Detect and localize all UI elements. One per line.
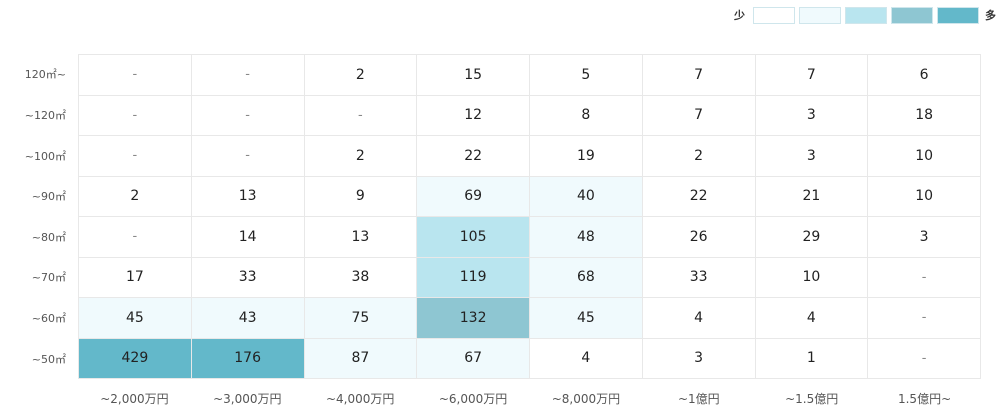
heatmap-cell: 33 (191, 257, 305, 298)
heatmap-cell: 3 (868, 217, 981, 258)
heatmap-cell: 429 (79, 338, 192, 379)
heatmap-cell: - (79, 217, 192, 258)
heatmap-cell: 12 (417, 95, 530, 136)
heatmap-cell: 2 (304, 136, 418, 177)
heatmap-cell: 5 (530, 55, 643, 96)
heatmap-cell: 21 (755, 176, 869, 217)
x-tick-label: ~6,000万円 (438, 391, 508, 406)
legend-low-label: 少 (734, 9, 745, 22)
heatmap-cell: 10 (755, 257, 869, 298)
legend-swatch-4 (891, 6, 933, 24)
heatmap-cell: 105 (417, 217, 530, 258)
y-tick-label: ~60㎡ (31, 312, 66, 326)
x-tick-label: ~1.5億円 (785, 391, 839, 406)
heatmap-cell: 10 (868, 136, 981, 177)
heatmap-cell: 40 (530, 176, 643, 217)
heatmap-cell: 48 (530, 217, 643, 258)
heatmap-cell: 33 (642, 257, 756, 298)
heatmap-cell: - (79, 55, 192, 96)
heatmap-cell: 29 (755, 217, 869, 258)
heatmap-cell: 75 (304, 298, 418, 339)
heatmap-cell: 2 (304, 55, 418, 96)
heatmap-cell: 8 (530, 95, 643, 136)
heatmap-cell: 26 (642, 217, 756, 258)
heatmap-cell: 7 (642, 95, 756, 136)
heatmap-cell: - (79, 136, 192, 177)
heatmap-cell: 69 (417, 176, 530, 217)
y-tick-label: ~120㎡ (24, 108, 66, 122)
x-tick-label: ~4,000万円 (325, 391, 395, 406)
heatmap-cell: 67 (417, 338, 530, 379)
y-tick-label: ~80㎡ (31, 230, 66, 244)
y-tick-label: ~90㎡ (31, 190, 66, 204)
heatmap-cell: - (191, 95, 305, 136)
heatmap-cell: 2 (642, 136, 756, 177)
heatmap-cell: 176 (191, 338, 305, 379)
heatmap-cell: 17 (79, 257, 192, 298)
x-tick-label: ~2,000万円 (100, 391, 169, 406)
x-tick-label: ~1億円 (677, 391, 720, 406)
heatmap-cell: 38 (304, 257, 418, 298)
y-tick-label: ~70㎡ (31, 271, 66, 285)
x-tick-label: ~3,000万円 (213, 391, 282, 406)
heatmap-cell: 87 (304, 338, 418, 379)
heatmap-cell: 13 (304, 217, 418, 258)
x-tick-label: 1.5億円~ (897, 391, 952, 406)
legend-swatch-5 (937, 6, 979, 24)
heatmap-cell: 14 (191, 217, 305, 258)
heatmap-cell: 19 (530, 136, 643, 177)
y-tick-label: ~100㎡ (24, 149, 66, 163)
heatmap-cell: 132 (417, 298, 530, 339)
heatmap-cell: 4 (530, 338, 643, 379)
y-tick-label: 120㎡~ (24, 68, 66, 82)
x-axis-labels: ~2,000万円 ~3,000万円 ~4,000万円 ~6,000万円 ~8,000万円… (78, 387, 981, 409)
heatmap-cell: 2 (79, 176, 192, 217)
heatmap-cell: - (868, 298, 981, 339)
legend: 少 多 (734, 5, 996, 25)
heatmap-cell: 22 (642, 176, 756, 217)
y-axis-labels: 120㎡~ ~120㎡ ~100㎡ ~90㎡ ~80㎡ ~70㎡ ~60㎡ ~50㎡ (0, 54, 70, 379)
heatmap-cell: 13 (191, 176, 305, 217)
heatmap-cell: 3 (755, 136, 869, 177)
heatmap-cell: - (191, 55, 305, 96)
heatmap-cell: 22 (417, 136, 530, 177)
heatmap-cell: 15 (417, 55, 530, 96)
heatmap-cell: 43 (191, 298, 305, 339)
heatmap-cell: 4 (642, 298, 756, 339)
heatmap-cell: 9 (304, 176, 418, 217)
x-tick-label: ~8,000万円 (551, 391, 621, 406)
heatmap-cell: 7 (755, 55, 869, 96)
heatmap-cell: 10 (868, 176, 981, 217)
heatmap-cell: - (191, 136, 305, 177)
heatmap-cell: 18 (868, 95, 981, 136)
heatmap-cell: - (79, 95, 192, 136)
legend-high-label: 多 (985, 9, 996, 22)
heatmap-cell: - (304, 95, 418, 136)
heatmap-cell: 6 (868, 55, 981, 96)
y-tick-label: ~50㎡ (31, 352, 66, 366)
legend-swatch-3 (845, 6, 887, 24)
heatmap-cell: 68 (530, 257, 643, 298)
heatmap-cell: - (868, 338, 981, 379)
heatmap-cell: 3 (755, 95, 869, 136)
heatmap-cell: 45 (79, 298, 192, 339)
legend-swatch-1 (753, 6, 795, 24)
heatmap-grid: - -2 15 5 7 7 6- - -12 8 7 3 18- -2 22 19 2 3 10 2 13 9 69 40 22… (78, 54, 981, 379)
heatmap-cell: 4 (755, 298, 869, 339)
legend-swatch-2 (799, 6, 841, 24)
heatmap-cell: 45 (530, 298, 643, 339)
heatmap-cell: 119 (417, 257, 530, 298)
heatmap-cell: 1 (755, 338, 869, 379)
heatmap-cell: - (868, 257, 981, 298)
heatmap-cell: 7 (642, 55, 756, 96)
heatmap-cell: 3 (642, 338, 756, 379)
